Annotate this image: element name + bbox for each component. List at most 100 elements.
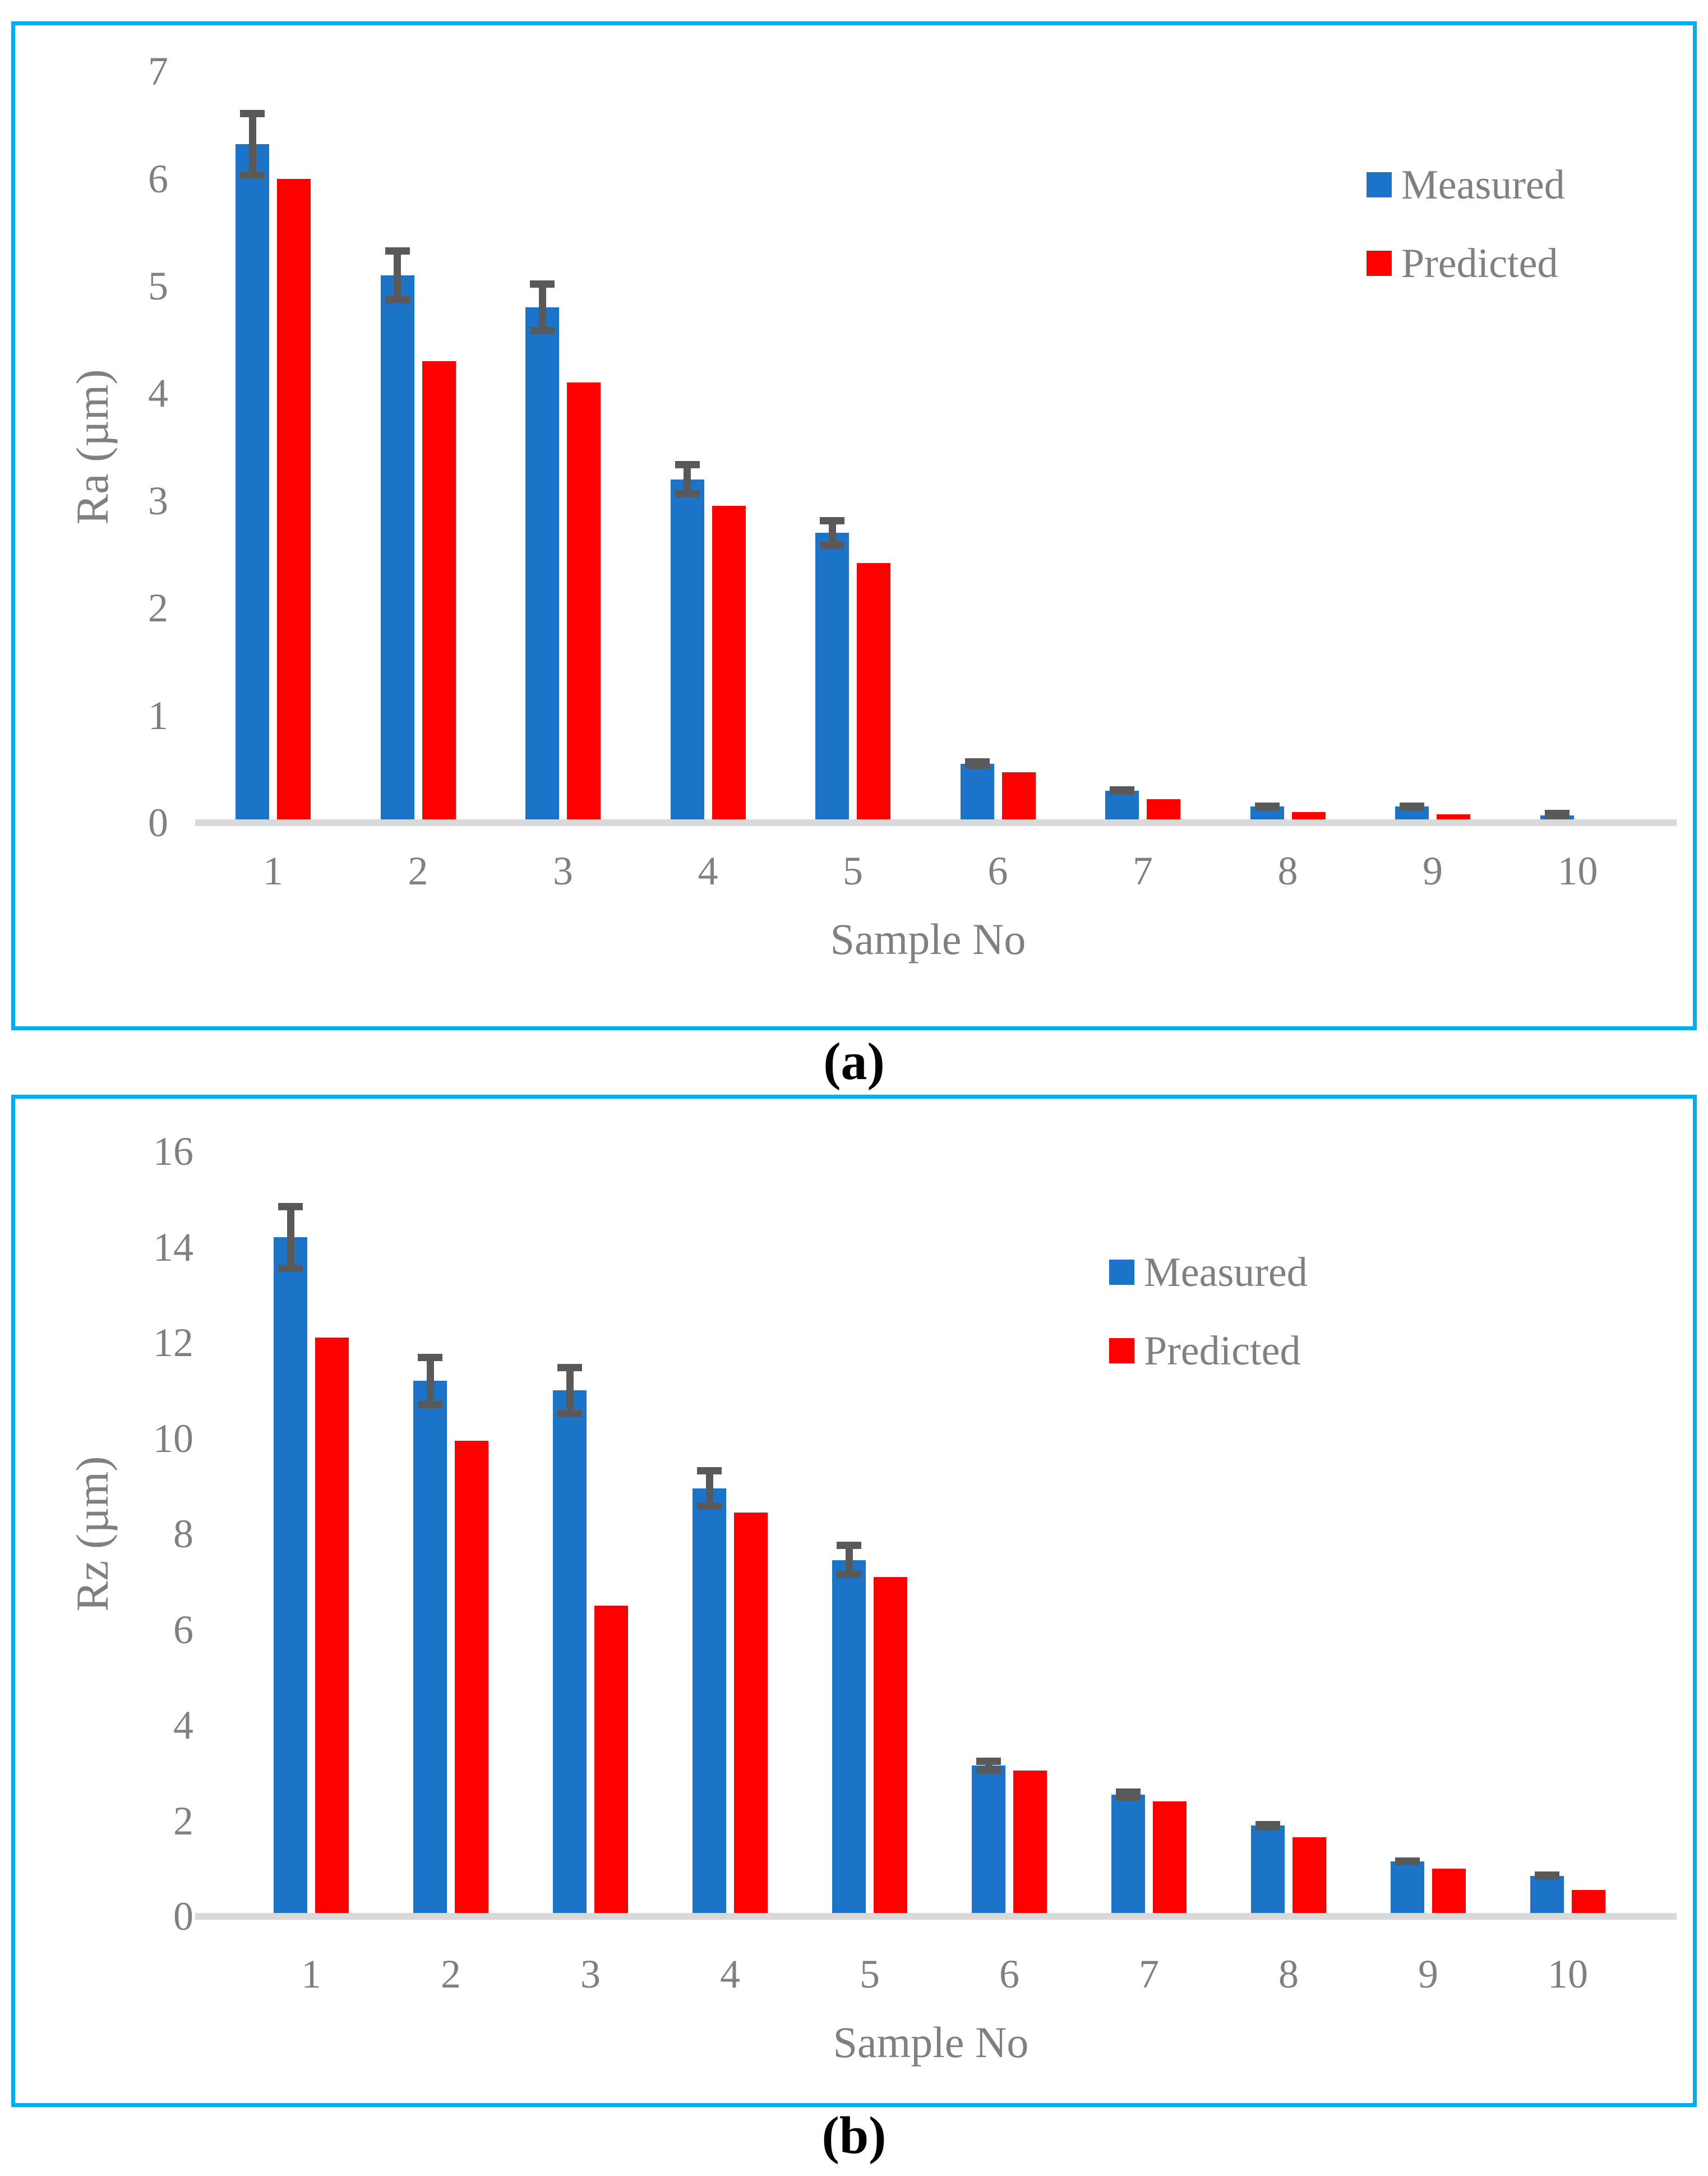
bar-measured-b-4 bbox=[693, 1488, 726, 1916]
x-tick-label-a-8: 8 bbox=[1277, 849, 1298, 893]
error-bar-cap-top-b-2 bbox=[418, 1353, 442, 1361]
error-bar-stem-a-5 bbox=[828, 517, 836, 549]
y-tick-label-b-10: 10 bbox=[153, 1416, 193, 1461]
legend-label-predicted: Predicted bbox=[1401, 241, 1558, 287]
y-tick-label-b-14: 14 bbox=[153, 1224, 193, 1270]
bar-predicted-b-9 bbox=[1432, 1868, 1466, 1916]
error-bar-cap-top-b-6 bbox=[976, 1757, 1001, 1765]
x-tick-label-a-3: 3 bbox=[553, 849, 573, 893]
bar-measured-b-5 bbox=[832, 1560, 866, 1916]
bar-predicted-a-3 bbox=[567, 382, 601, 823]
error-bar-cap-bottom-a-9 bbox=[1400, 803, 1424, 810]
y-tick-label-b-12: 12 bbox=[153, 1320, 193, 1365]
x-axis-line-a bbox=[195, 819, 1677, 826]
x-tick-label-b-4: 4 bbox=[720, 1952, 740, 1997]
y-tick-label-b-8: 8 bbox=[173, 1511, 193, 1556]
bar-measured-b-8 bbox=[1251, 1825, 1285, 1916]
bar-measured-a-7 bbox=[1105, 790, 1139, 823]
bar-measured-b-9 bbox=[1391, 1861, 1424, 1916]
y-tick-label-a-6: 6 bbox=[148, 156, 168, 201]
y-tick-label-b-16: 16 bbox=[153, 1129, 193, 1174]
bar-measured-b-6 bbox=[972, 1765, 1005, 1916]
error-bar-stem-a-4 bbox=[684, 460, 691, 498]
bar-measured-b-1 bbox=[274, 1237, 307, 1916]
bar-predicted-b-3 bbox=[594, 1605, 628, 1916]
bar-predicted-a-6 bbox=[1001, 772, 1036, 823]
bar-predicted-b-4 bbox=[734, 1512, 768, 1916]
error-bar-cap-top-a-4 bbox=[675, 460, 700, 468]
x-tick-label-a-7: 7 bbox=[1133, 849, 1153, 893]
bar-predicted-a-2 bbox=[422, 361, 456, 823]
x-tick-label-b-2: 2 bbox=[441, 1952, 461, 1997]
legend-swatch-measured-icon bbox=[1367, 172, 1392, 197]
x-tick-label-a-6: 6 bbox=[987, 849, 1008, 893]
bar-measured-b-10 bbox=[1530, 1875, 1564, 1916]
x-tick-label-a-2: 2 bbox=[408, 849, 428, 893]
y-tick-label-a-1: 1 bbox=[148, 693, 168, 738]
x-axis-line-b bbox=[195, 1913, 1677, 1920]
y-tick-label-b-6: 6 bbox=[173, 1607, 193, 1652]
error-bar-cap-bottom-b-1 bbox=[278, 1264, 303, 1272]
x-tick-label-b-1: 1 bbox=[301, 1952, 321, 1997]
legend-label-measured: Measured bbox=[1144, 1250, 1308, 1296]
legend-item-predicted-a: Predicted bbox=[1367, 238, 1602, 289]
y-tick-label-a-4: 4 bbox=[148, 371, 168, 416]
bar-predicted-a-4 bbox=[712, 506, 746, 823]
figure-caption-b: (b) bbox=[821, 2106, 887, 2165]
bar-predicted-b-7 bbox=[1153, 1801, 1187, 1916]
error-bar-cap-bottom-b-2 bbox=[418, 1400, 442, 1408]
bar-predicted-a-1 bbox=[277, 178, 311, 823]
error-bar-cap-bottom-b-6 bbox=[976, 1766, 1001, 1774]
bar-measured-a-4 bbox=[670, 479, 704, 823]
bar-measured-a-3 bbox=[525, 307, 559, 823]
legend-item-predicted-b: Predicted bbox=[1109, 1326, 1345, 1376]
error-bar-stem-b-2 bbox=[426, 1353, 434, 1408]
bar-measured-a-1 bbox=[236, 144, 269, 823]
bar-measured-a-5 bbox=[815, 533, 849, 823]
error-bar-cap-bottom-b-9 bbox=[1395, 1857, 1420, 1865]
bar-measured-b-2 bbox=[413, 1381, 447, 1916]
legend-swatch-measured-icon bbox=[1109, 1260, 1134, 1285]
error-bar-cap-bottom-a-10 bbox=[1544, 810, 1569, 818]
error-bar-cap-top-b-1 bbox=[278, 1203, 303, 1211]
x-axis-title-a: Sample No bbox=[830, 915, 1026, 963]
bar-predicted-b-8 bbox=[1292, 1837, 1326, 1916]
error-bar-cap-bottom-b-7 bbox=[1116, 1793, 1141, 1801]
y-tick-label-a-5: 5 bbox=[148, 264, 168, 308]
error-bar-cap-bottom-a-5 bbox=[820, 541, 844, 549]
x-tick-label-b-8: 8 bbox=[1278, 1952, 1299, 1997]
figure-caption-a: (a) bbox=[823, 1032, 885, 1091]
x-tick-label-b-6: 6 bbox=[999, 1952, 1019, 1997]
error-bar-cap-top-b-5 bbox=[837, 1542, 861, 1550]
x-tick-label-a-9: 9 bbox=[1423, 849, 1443, 893]
y-tick-label-a-3: 3 bbox=[148, 478, 168, 523]
bar-measured-b-7 bbox=[1111, 1794, 1145, 1916]
bar-measured-a-2 bbox=[380, 275, 414, 823]
error-bar-cap-bottom-b-3 bbox=[557, 1409, 582, 1417]
error-bar-cap-top-a-5 bbox=[820, 517, 844, 524]
x-tick-label-a-10: 10 bbox=[1557, 849, 1598, 893]
error-bar-cap-bottom-b-10 bbox=[1535, 1871, 1559, 1879]
error-bar-stem-a-2 bbox=[394, 247, 401, 303]
error-bar-cap-bottom-b-5 bbox=[837, 1571, 861, 1579]
x-tick-label-b-7: 7 bbox=[1139, 1952, 1159, 1997]
y-tick-label-a-2: 2 bbox=[148, 586, 168, 631]
legend-swatch-predicted-icon bbox=[1367, 251, 1392, 276]
error-bar-cap-bottom-a-8 bbox=[1254, 803, 1280, 810]
y-tick-label-a-7: 7 bbox=[148, 49, 168, 94]
bar-measured-b-3 bbox=[553, 1390, 587, 1916]
error-bar-cap-bottom-a-1 bbox=[240, 171, 265, 179]
bar-predicted-b-10 bbox=[1572, 1890, 1605, 1916]
error-bar-stem-b-5 bbox=[845, 1542, 853, 1579]
bar-predicted-a-7 bbox=[1147, 799, 1180, 823]
error-bar-cap-top-b-4 bbox=[697, 1467, 722, 1474]
bar-predicted-b-1 bbox=[315, 1338, 349, 1916]
bar-predicted-b-2 bbox=[455, 1440, 488, 1916]
y-tick-label-a-0: 0 bbox=[148, 800, 168, 845]
error-bar-cap-bottom-a-2 bbox=[385, 296, 410, 303]
error-bar-cap-bottom-b-4 bbox=[697, 1502, 722, 1510]
legend-label-predicted: Predicted bbox=[1144, 1328, 1301, 1374]
bar-predicted-a-5 bbox=[857, 563, 890, 823]
error-bar-cap-top-a-3 bbox=[530, 280, 555, 288]
x-tick-label-a-4: 4 bbox=[698, 849, 718, 893]
